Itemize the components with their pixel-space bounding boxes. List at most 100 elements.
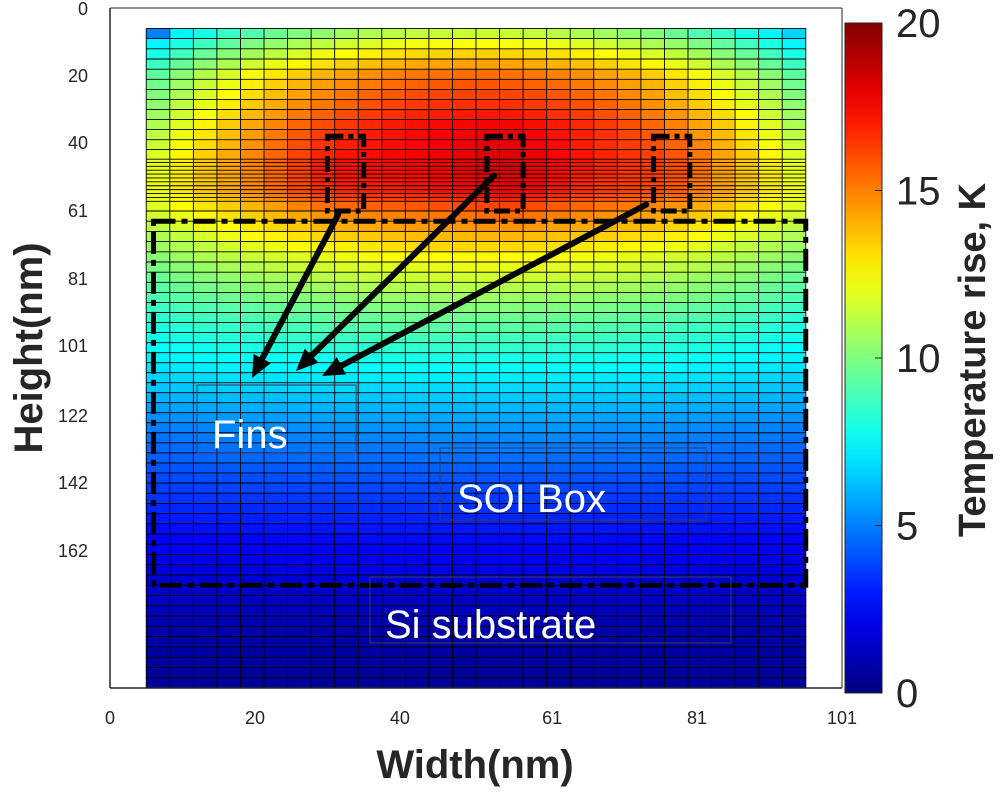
heatmap-cell — [452, 149, 477, 160]
heatmap-cell — [169, 221, 194, 232]
heatmap-cell — [452, 646, 477, 658]
heatmap-cell — [287, 677, 312, 689]
heatmap-cell — [758, 362, 783, 374]
heatmap-cell — [476, 422, 500, 434]
heatmap-cell — [617, 646, 642, 658]
heatmap-cell — [593, 626, 618, 638]
heatmap-cell — [334, 174, 359, 179]
heatmap-cell — [593, 534, 618, 545]
heatmap-cell — [216, 422, 241, 434]
heatmap-cell — [428, 159, 453, 163]
heatmap-cell — [570, 129, 595, 141]
heatmap-cell — [287, 352, 312, 364]
heatmap-cell — [311, 162, 336, 167]
heatmap-cell — [169, 523, 194, 535]
heatmap-cell — [287, 189, 312, 194]
heatmap-cell — [476, 472, 500, 484]
heatmap-cell — [523, 574, 548, 586]
heatmap-cell — [193, 382, 218, 394]
heatmap-cell — [546, 69, 571, 80]
heatmap-cell — [523, 48, 548, 60]
heatmap-cell — [617, 272, 642, 283]
x-tick-label: 61 — [542, 708, 562, 728]
heatmap-cell — [358, 174, 383, 179]
heatmap-cell — [452, 372, 477, 384]
heatmap-cell — [499, 412, 524, 424]
heatmap-cell — [711, 452, 736, 464]
heatmap-cell — [711, 432, 736, 444]
heatmap-cell — [405, 503, 430, 514]
heatmap-cell — [264, 523, 288, 535]
heatmap-cell — [687, 181, 712, 187]
heatmap-cell — [428, 636, 453, 648]
heatmap-cell — [711, 616, 736, 627]
heatmap-cell — [782, 89, 807, 100]
heatmap-cell — [169, 197, 194, 202]
x-axis-title: Width(nm) — [376, 743, 573, 787]
heatmap-cell — [664, 677, 689, 689]
heatmap-cell — [311, 503, 336, 514]
heatmap-cell — [687, 362, 712, 374]
heatmap-cell — [523, 483, 548, 494]
soi-box-outline — [150, 218, 809, 588]
heatmap-cell — [640, 282, 665, 293]
heatmap-cell — [193, 166, 218, 171]
heatmap-cell — [428, 332, 453, 344]
heatmap-cell — [169, 159, 194, 163]
heatmap-cell — [570, 513, 595, 525]
heatmap-cell — [428, 605, 453, 617]
heatmap-cell — [452, 189, 477, 194]
heatmap-cell — [640, 554, 665, 566]
heatmap-cell — [240, 352, 265, 364]
heatmap-cell — [476, 657, 500, 668]
heatmap-cell — [193, 149, 218, 160]
fin-arrows — [252, 172, 650, 378]
heatmap-cell — [523, 166, 548, 171]
heatmap-cell — [334, 59, 359, 70]
heatmap-cell — [334, 554, 359, 566]
heatmap-cell — [476, 149, 500, 160]
heatmap-cell — [687, 292, 712, 303]
heatmap-cell — [169, 585, 194, 596]
heatmap-cell — [358, 59, 383, 70]
heatmap-cell — [711, 241, 736, 253]
heatmap-cell — [546, 412, 571, 424]
heatmap-cell — [664, 170, 689, 175]
heatmap-cell — [593, 79, 618, 90]
heatmap-cell — [499, 241, 524, 253]
heatmap-cell — [146, 193, 171, 198]
heatmap-cell — [546, 483, 571, 494]
heatmap-cell — [428, 472, 453, 484]
y-tick-label: 142 — [58, 473, 88, 493]
heatmap-cell — [428, 677, 453, 689]
heatmap-cell — [358, 382, 383, 394]
heatmap-cell — [216, 677, 241, 689]
heatmap-cell — [758, 59, 783, 70]
heatmap-cell — [405, 564, 430, 576]
heatmap-cell — [499, 185, 524, 191]
y-tick-label: 20 — [68, 66, 88, 86]
heatmap-cell — [687, 99, 712, 110]
heatmap-cell — [546, 372, 571, 384]
heatmap-cell — [311, 170, 336, 175]
heatmap-cell — [640, 48, 665, 60]
heatmap-cell — [735, 667, 760, 679]
heatmap-cell — [240, 564, 265, 576]
heatmap-cell — [617, 342, 642, 354]
heatmap-cell — [640, 28, 665, 39]
heatmap-cell — [311, 646, 336, 658]
heatmap-cell — [240, 616, 265, 627]
heatmap-cell — [358, 432, 383, 444]
heatmap-cell — [617, 372, 642, 384]
heatmap-cell — [193, 616, 218, 627]
heatmap-cell — [287, 382, 312, 394]
heatmap-cell — [593, 646, 618, 658]
heatmap-cell — [311, 554, 336, 566]
heatmap-cell — [358, 193, 383, 198]
heatmap-cell — [381, 231, 406, 242]
heatmap-cell — [570, 139, 595, 150]
heatmap-cell — [758, 342, 783, 354]
heatmap-cell — [216, 193, 241, 198]
heatmap-cell — [405, 677, 430, 689]
heatmap-cell — [381, 412, 406, 424]
